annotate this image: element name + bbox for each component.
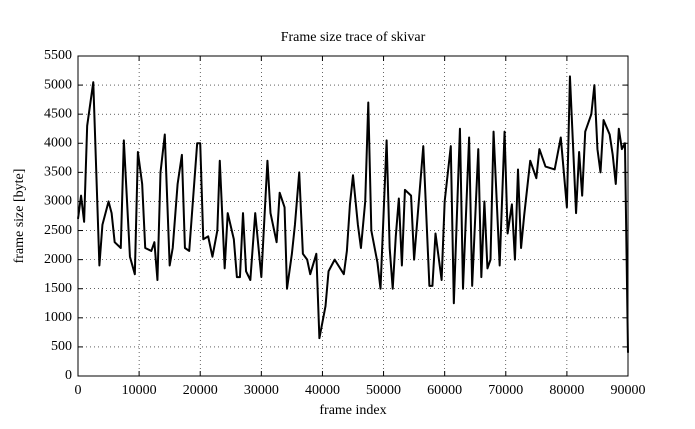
y-tick-label: 1500 [44,281,72,296]
y-tick-label: 4000 [44,135,72,150]
x-tick-label: 30000 [244,383,279,398]
x-tick-label: 10000 [122,383,157,398]
y-tick-label: 5500 [44,48,72,63]
y-tick-label: 500 [51,339,72,354]
y-tick-label: 2000 [44,252,72,267]
y-tick-label: 0 [65,368,72,383]
x-tick-label: 40000 [305,383,340,398]
x-tick-label: 60000 [427,383,462,398]
y-tick-label: 3500 [44,165,72,180]
y-tick-label: 2500 [44,223,72,238]
data-line [77,75,629,353]
chart-title: Frame size trace of skivar [281,30,426,45]
x-tick-label: 90000 [611,383,646,398]
x-tick-label: 20000 [183,383,218,398]
x-axis-label: frame index [319,403,386,418]
x-tick-label: 50000 [366,383,401,398]
y-axis-label: frame size [byte] [12,169,27,264]
x-tick-label: 70000 [488,383,523,398]
y-tick-label: 1000 [44,310,72,325]
x-tick-label: 80000 [549,383,584,398]
y-tick-label: 5000 [44,77,72,92]
y-tick-label: 3000 [44,194,72,209]
y-tick-label: 4500 [44,106,72,121]
x-tick-label: 0 [75,383,82,398]
